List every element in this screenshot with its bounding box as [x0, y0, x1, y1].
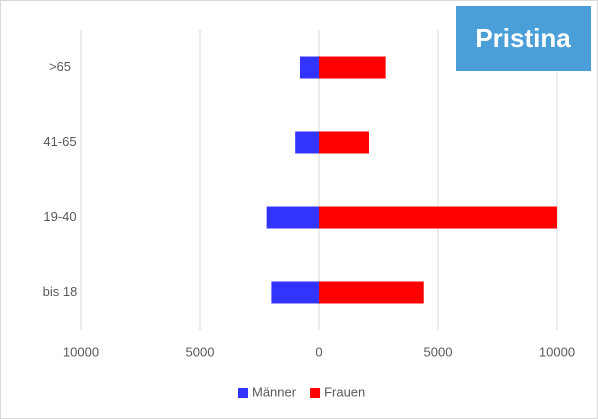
bar: [319, 281, 424, 304]
x-tick-label: 5000: [186, 344, 215, 359]
y-tick-label: 41-65: [43, 134, 76, 149]
bar: [295, 131, 319, 154]
x-tick-label: 5000: [424, 344, 453, 359]
legend-label: Frauen: [324, 384, 365, 399]
x-tick-label: 10000: [539, 344, 575, 359]
bar: [271, 281, 319, 304]
bar: [319, 131, 369, 154]
x-tick-label: 10000: [63, 344, 99, 359]
bar: [319, 206, 557, 229]
x-tick-label: 0: [315, 344, 322, 359]
legend-label: Männer: [252, 384, 297, 399]
title-box: [454, 4, 593, 73]
chart-title: Pristina: [475, 23, 571, 53]
bar: [266, 206, 319, 229]
y-tick-label: bis 18: [43, 284, 78, 299]
y-tick-label: 19-40: [43, 209, 76, 224]
bar: [299, 56, 319, 79]
legend-swatch: [238, 388, 248, 398]
y-tick-label: >65: [49, 59, 71, 74]
legend-swatch: [310, 388, 321, 398]
bar: [319, 56, 386, 79]
